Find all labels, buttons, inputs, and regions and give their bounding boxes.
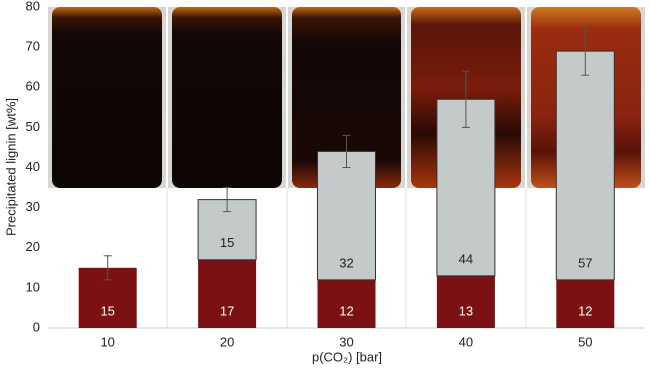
bar-segment: [317, 150, 376, 281]
x-axis-title: p(CO₂) [bar]: [312, 349, 382, 364]
data-label: 57: [578, 255, 592, 270]
x-tick-label: 10: [100, 334, 114, 349]
y-tick-label: 0: [33, 319, 40, 334]
bar-segment: [317, 279, 376, 328]
bar-segment: [436, 98, 496, 277]
y-tick-label: 60: [26, 79, 40, 94]
data-label: 32: [339, 255, 353, 270]
data-label: 15: [100, 303, 114, 318]
vial: [172, 7, 282, 188]
y-tick-label: 50: [26, 119, 40, 134]
y-tick-label: 80: [26, 0, 40, 13]
data-label: 12: [578, 303, 592, 318]
data-label: 12: [339, 303, 353, 318]
data-label: 17: [220, 303, 234, 318]
y-tick-label: 30: [26, 199, 40, 214]
y-tick-label: 70: [26, 39, 40, 54]
y-axis-title: Precipitated lignin [wt%]: [3, 98, 18, 236]
bar-segment: [436, 275, 495, 328]
bar-segment: [556, 279, 615, 328]
vial: [52, 7, 162, 188]
bar-segment: [198, 259, 257, 328]
y-tick-label: 40: [26, 159, 40, 174]
data-label: 44: [459, 251, 473, 266]
y-tick-label: 20: [26, 239, 40, 254]
data-label: 15: [220, 235, 234, 250]
x-tick-label: 30: [339, 334, 353, 349]
data-label: 13: [459, 303, 473, 318]
y-tick-label: 10: [26, 279, 40, 294]
vial: [292, 7, 401, 188]
x-tick-label: 40: [459, 334, 473, 349]
x-tick-label: 20: [220, 334, 234, 349]
category-separators: [166, 188, 527, 328]
bar-segment: [555, 50, 615, 281]
x-tick-label: 50: [578, 334, 592, 349]
